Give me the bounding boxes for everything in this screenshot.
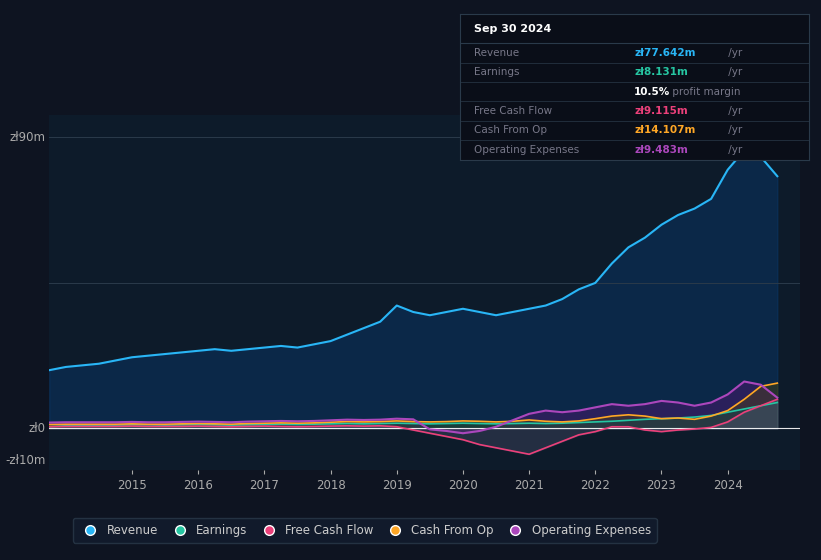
Text: Earnings: Earnings (474, 67, 519, 77)
Text: /yr: /yr (725, 125, 742, 136)
Text: -zł10m: -zł10m (5, 454, 45, 467)
Text: Free Cash Flow: Free Cash Flow (474, 106, 552, 116)
Text: /yr: /yr (725, 106, 742, 116)
Text: /yr: /yr (725, 145, 742, 155)
Text: zł90m: zł90m (10, 131, 45, 144)
Text: zł77.642m: zł77.642m (635, 48, 695, 58)
Text: zł8.131m: zł8.131m (635, 67, 688, 77)
Text: Revenue: Revenue (474, 48, 519, 58)
Text: zł9.483m: zł9.483m (635, 145, 688, 155)
Text: Cash From Op: Cash From Op (474, 125, 547, 136)
Text: Operating Expenses: Operating Expenses (474, 145, 579, 155)
Text: 10.5%: 10.5% (635, 87, 671, 97)
Text: /yr: /yr (725, 67, 742, 77)
Text: Sep 30 2024: Sep 30 2024 (474, 24, 551, 34)
Text: zł14.107m: zł14.107m (635, 125, 695, 136)
Text: profit margin: profit margin (669, 87, 741, 97)
Legend: Revenue, Earnings, Free Cash Flow, Cash From Op, Operating Expenses: Revenue, Earnings, Free Cash Flow, Cash … (73, 518, 657, 543)
Text: /yr: /yr (725, 48, 742, 58)
Text: zł9.115m: zł9.115m (635, 106, 688, 116)
Text: zł0: zł0 (29, 422, 45, 435)
